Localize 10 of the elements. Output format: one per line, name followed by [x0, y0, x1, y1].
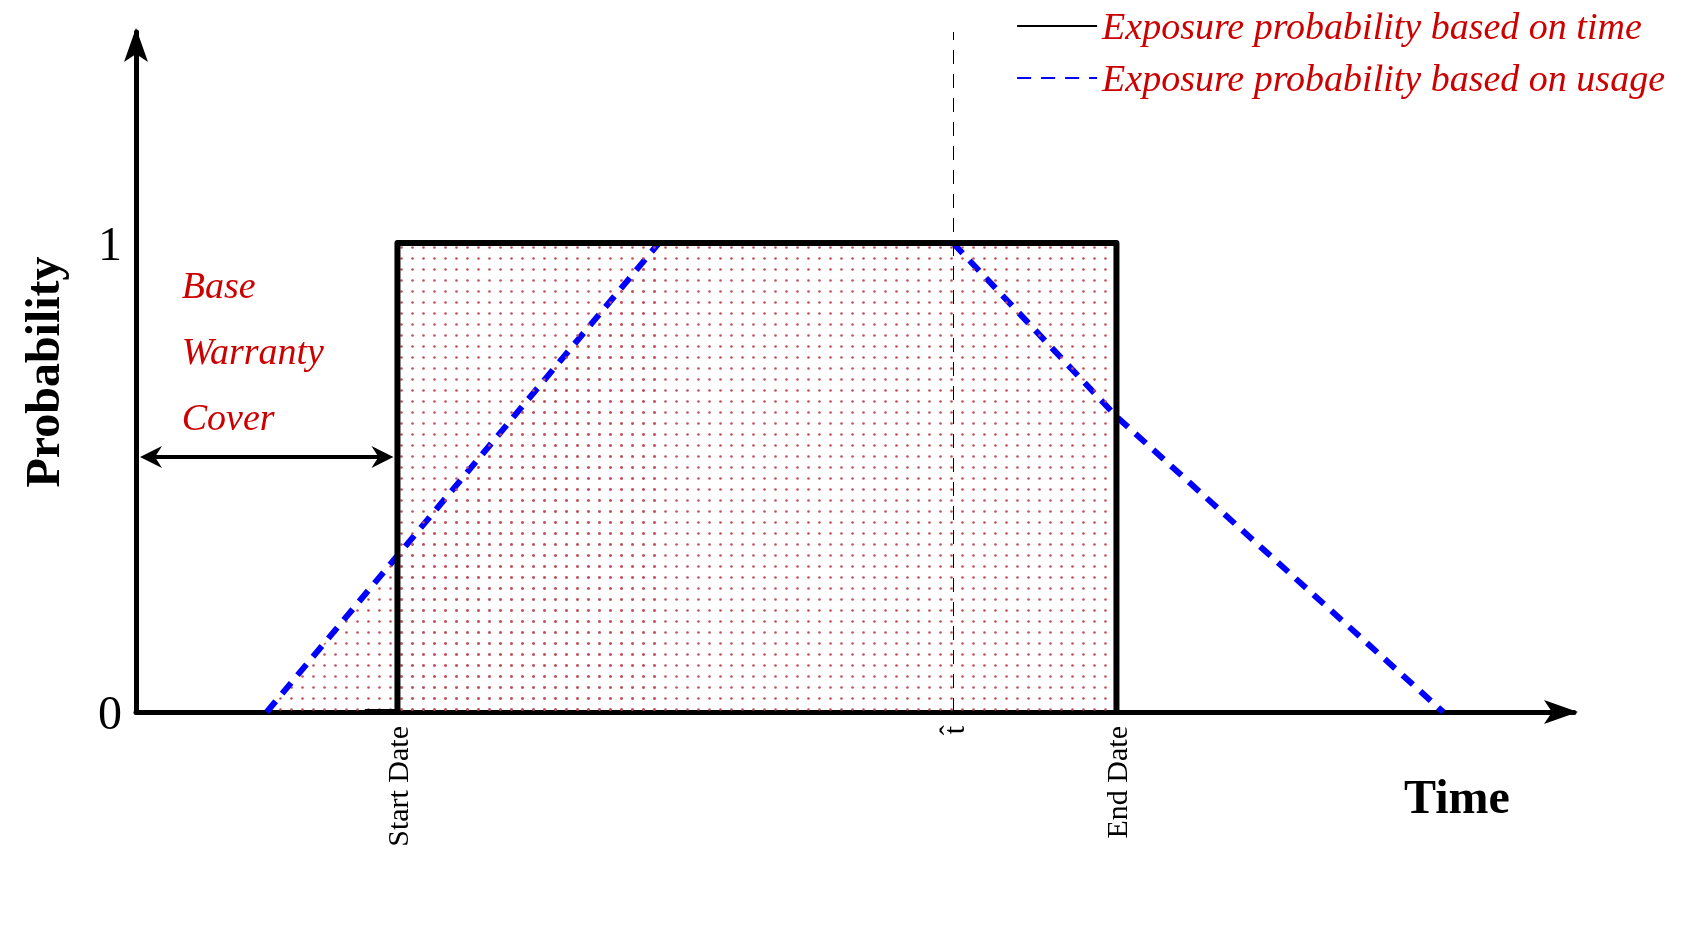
legend-label: Exposure probability based on usage — [1101, 57, 1666, 99]
legend-label: Exposure probability based on time — [1101, 5, 1642, 47]
x-tick-label: Start Date — [380, 726, 414, 847]
x-tick-label: t̂ — [936, 725, 970, 736]
annotation: Base Warranty Cover — [181, 264, 334, 438]
x-axis-title: Time — [1404, 769, 1510, 823]
y-axis-title: Probability — [15, 256, 69, 488]
y-tick-label: 0 — [98, 685, 122, 739]
y-tick-label: 1 — [98, 216, 122, 270]
x-tick-label: End Date — [1099, 726, 1133, 839]
